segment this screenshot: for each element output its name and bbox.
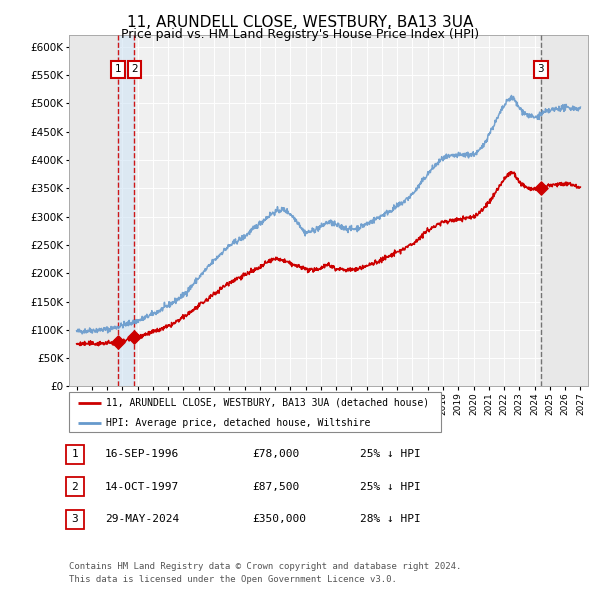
- Text: 29-MAY-2024: 29-MAY-2024: [105, 514, 179, 524]
- Text: £350,000: £350,000: [252, 514, 306, 524]
- Text: 14-OCT-1997: 14-OCT-1997: [105, 482, 179, 491]
- Text: 11, ARUNDELL CLOSE, WESTBURY, BA13 3UA (detached house): 11, ARUNDELL CLOSE, WESTBURY, BA13 3UA (…: [106, 398, 430, 408]
- Text: £78,000: £78,000: [252, 450, 299, 459]
- Text: HPI: Average price, detached house, Wiltshire: HPI: Average price, detached house, Wilt…: [106, 418, 371, 428]
- Text: 2: 2: [131, 64, 138, 74]
- Text: 11, ARUNDELL CLOSE, WESTBURY, BA13 3UA: 11, ARUNDELL CLOSE, WESTBURY, BA13 3UA: [127, 15, 473, 30]
- Text: 1: 1: [115, 64, 121, 74]
- Text: £87,500: £87,500: [252, 482, 299, 491]
- Text: 16-SEP-1996: 16-SEP-1996: [105, 450, 179, 459]
- Point: [536, 183, 545, 193]
- Text: 28% ↓ HPI: 28% ↓ HPI: [360, 514, 421, 524]
- Text: 1: 1: [71, 450, 79, 459]
- Text: Contains HM Land Registry data © Crown copyright and database right 2024.: Contains HM Land Registry data © Crown c…: [69, 562, 461, 571]
- Text: 25% ↓ HPI: 25% ↓ HPI: [360, 482, 421, 491]
- Bar: [69, 35, 118, 386]
- Text: Price paid vs. HM Land Registry's House Price Index (HPI): Price paid vs. HM Land Registry's House …: [121, 28, 479, 41]
- Text: 3: 3: [538, 64, 544, 74]
- Text: 25% ↓ HPI: 25% ↓ HPI: [360, 450, 421, 459]
- Bar: [541, 35, 588, 386]
- Point: [130, 332, 139, 342]
- Bar: [118, 35, 134, 386]
- Text: 2: 2: [71, 482, 79, 491]
- Point: [113, 337, 123, 347]
- Text: This data is licensed under the Open Government Licence v3.0.: This data is licensed under the Open Gov…: [69, 575, 397, 584]
- Text: 3: 3: [71, 514, 79, 524]
